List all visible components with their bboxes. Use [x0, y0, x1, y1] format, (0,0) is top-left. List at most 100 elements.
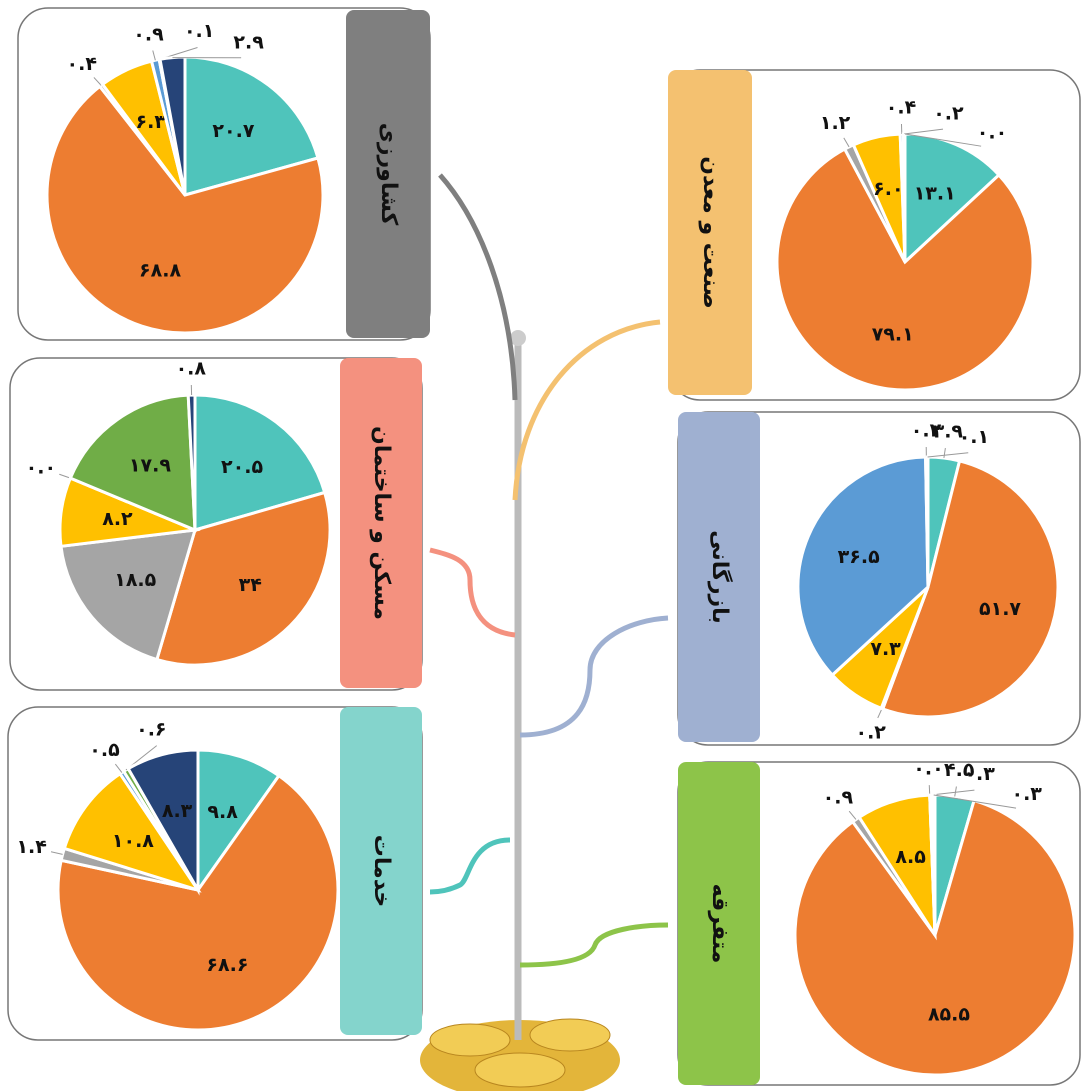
data-label: ۱۷.۹	[129, 454, 171, 476]
pie-slice	[59, 528, 198, 662]
pie-slice	[155, 490, 332, 667]
trunk-top	[510, 330, 526, 346]
data-label: ۲۰.۷	[212, 120, 254, 142]
data-label: ۸.۳	[162, 800, 193, 822]
arrow	[519, 922, 669, 968]
data-label: ۳۶.۵	[838, 546, 880, 568]
leader-line	[927, 452, 969, 458]
data-label: ۰.۳	[964, 763, 995, 785]
chart-title: مسکن و ساختمان	[369, 426, 394, 620]
pie-slice	[925, 455, 930, 588]
coin	[429, 1023, 511, 1057]
chart-title: متفرقه	[707, 884, 732, 964]
data-label: ۶۸.۸	[139, 260, 181, 282]
pie-slice	[158, 55, 187, 196]
pie-slice	[193, 393, 327, 532]
title-box	[340, 358, 422, 688]
data-label: ۳.۹	[933, 421, 964, 443]
leader-line	[152, 50, 156, 61]
leader-line	[50, 851, 63, 855]
leader-line	[943, 447, 946, 459]
data-label: ۹.۸	[207, 801, 238, 823]
title-box	[668, 70, 752, 395]
arrow	[429, 547, 516, 638]
data-label: ۷۹.۱	[872, 324, 914, 346]
pie-panel: کشاورزی ۲۰.۷ ۶۸.۸ ۰.۴ ۶.۳ ۰.۹ ۰.۱ ۲.۹	[17, 7, 431, 341]
pie-panel: خدمات ۹.۸ ۶۸.۶ ۱.۴ ۱۰.۸ ۰.۵ ۰.۶ ۸.۳	[7, 706, 423, 1041]
arrow	[438, 173, 518, 401]
leader-line	[877, 708, 883, 719]
data-label: ۰.۲	[933, 102, 964, 124]
data-label: ۶.۳	[136, 111, 167, 133]
pie-slice	[68, 393, 197, 533]
pie-slice	[56, 773, 340, 1032]
data-label: ۰.۱	[184, 20, 214, 42]
data-label: ۸۵.۵	[928, 1003, 970, 1025]
data-label: ۷.۳	[870, 638, 901, 660]
data-label: ۰.۹	[823, 786, 854, 808]
title-box	[678, 412, 760, 742]
arrow	[519, 615, 669, 738]
data-label: ۰.۰	[977, 121, 1007, 143]
data-label: ۱۸.۵	[114, 569, 156, 591]
pie-slice	[126, 748, 200, 896]
leader-line	[904, 133, 982, 147]
pie-slice	[903, 132, 1001, 266]
leader-line	[59, 473, 71, 479]
pie-slice	[196, 748, 281, 895]
pie-slice	[796, 455, 930, 678]
pie-panel: مسکن و ساختمان ۲۰.۵ ۳۴ ۱۸.۵ ۸.۲ ۰.۰ ۱۷.۹ ۰.۸	[9, 357, 423, 691]
title-box	[678, 762, 760, 1085]
coin	[474, 1052, 566, 1088]
data-label: ۰.۴	[886, 97, 916, 119]
data-label: ۴.۵	[944, 759, 975, 781]
data-label: ۶۸.۶	[206, 954, 248, 976]
title-box	[346, 10, 430, 338]
leader-line	[933, 794, 1017, 809]
leader-line	[954, 786, 957, 797]
data-label: ۰.۰	[26, 457, 56, 479]
pie-slice	[880, 459, 1060, 719]
data-label: ۰.۵	[89, 739, 120, 761]
data-label: ۰.۰	[913, 758, 943, 780]
data-label: ۱۳.۱	[914, 182, 956, 204]
data-label: ۲۰.۵	[221, 456, 263, 478]
pie-slice	[62, 771, 202, 893]
data-label: ۱.۲	[820, 112, 851, 134]
pie-panel: بازرگانی ۳.۹ ۵۱.۷ ۰.۲ ۷.۳ ۳۶.۵ ۰.۲ ۰.۱	[677, 411, 1081, 746]
pie-panel: متفرقه ۴.۵ ۸۵.۵ ۰.۹ ۸.۵ ۰.۰ ۰.۳ ۰.۳	[677, 758, 1081, 1086]
data-label: ۰.۳	[1011, 783, 1042, 805]
pie-panel: صنعت و معدن ۱۳.۱ ۷۹.۱ ۱.۲ ۶.۰ ۰.۴ ۰.۲ ۰.۰	[668, 69, 1081, 401]
chart-title: کشاورزی	[376, 123, 401, 226]
data-label: ۰.۲	[911, 420, 942, 442]
leader-line	[843, 137, 850, 148]
chart-title: بازرگانی	[707, 530, 734, 623]
data-label: ۰.۶	[136, 719, 166, 741]
arrow	[429, 837, 511, 895]
data-label: ۱۰.۸	[112, 830, 154, 852]
data-label: ۰.۹	[133, 23, 164, 45]
title-box	[340, 707, 422, 1035]
data-label: ۱.۴	[16, 836, 46, 858]
pie-slice	[45, 84, 325, 335]
pie-slice	[186, 393, 197, 531]
chart-title: صنعت و معدن	[698, 156, 723, 308]
data-label: ۰.۸	[176, 358, 207, 380]
leader-line	[93, 77, 102, 86]
data-label: ۸.۲	[102, 508, 133, 530]
data-label: ۰.۱	[959, 426, 989, 448]
data-label: ۲.۹	[233, 31, 264, 53]
data-label: ۵۱.۷	[979, 598, 1021, 620]
data-label: ۰.۴	[67, 53, 97, 75]
decoration	[420, 173, 669, 1091]
leader-line	[904, 128, 944, 135]
pie-slice	[775, 147, 1035, 392]
data-label: ۳۴	[239, 574, 262, 596]
data-label: ۸.۵	[895, 846, 926, 868]
data-label: ۰.۲	[855, 721, 886, 743]
coin	[529, 1018, 611, 1052]
chart-title: خدمات	[369, 835, 394, 908]
arrow	[512, 319, 661, 501]
